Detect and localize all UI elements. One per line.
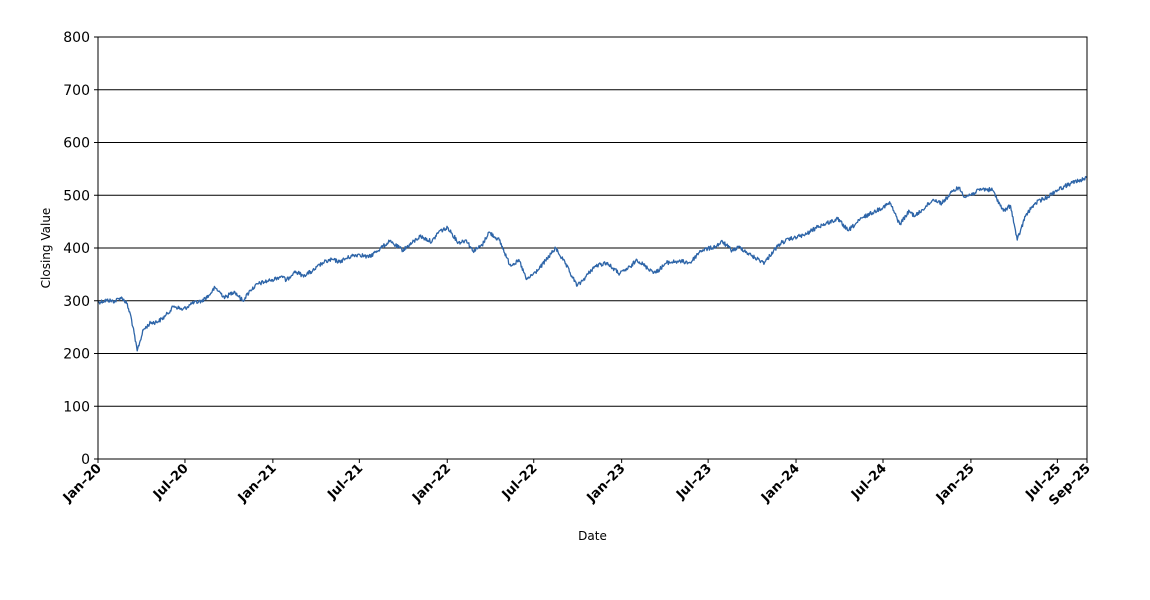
x-tick-label: Jul–23 bbox=[673, 461, 715, 503]
y-tick-label: 100 bbox=[63, 399, 90, 415]
gridlines bbox=[98, 36, 1087, 460]
x-tick-label: Jan–25 bbox=[933, 461, 978, 506]
series-group bbox=[97, 175, 1088, 352]
y-tick-label: 200 bbox=[63, 347, 90, 363]
y-tick-label: 500 bbox=[63, 188, 90, 204]
x-tick-label: Jul–22 bbox=[499, 461, 541, 503]
x-tick-label: Jan–24 bbox=[758, 461, 803, 506]
x-tick-label: Jan–22 bbox=[409, 461, 454, 506]
y-axis-label: Closing Value bbox=[39, 208, 53, 289]
x-tick-label: Jul–24 bbox=[848, 461, 890, 503]
x-axis-label: Date bbox=[578, 529, 607, 543]
x-tick-label: Jan–21 bbox=[235, 461, 280, 506]
x-tick-label: Jul–20 bbox=[150, 461, 192, 503]
y-axis: 0 100 200 300 400 500 600 700 800 bbox=[63, 30, 98, 468]
x-axis: Jan–20 Jul–20 Jan–21 Jul–21 Jan–22 Jul–22 Jan–… bbox=[60, 459, 1094, 509]
y-tick-label: 600 bbox=[63, 136, 90, 152]
y-tick-label: 0 bbox=[81, 452, 90, 468]
x-tick-label: Jul–21 bbox=[324, 461, 366, 503]
y-tick-label: 800 bbox=[63, 30, 90, 46]
x-tick-label: Jan–23 bbox=[584, 461, 629, 506]
y-tick-label: 300 bbox=[63, 294, 90, 310]
y-tick-label: 700 bbox=[63, 83, 90, 99]
series-line bbox=[97, 175, 1088, 352]
y-tick-label: 400 bbox=[63, 241, 90, 257]
